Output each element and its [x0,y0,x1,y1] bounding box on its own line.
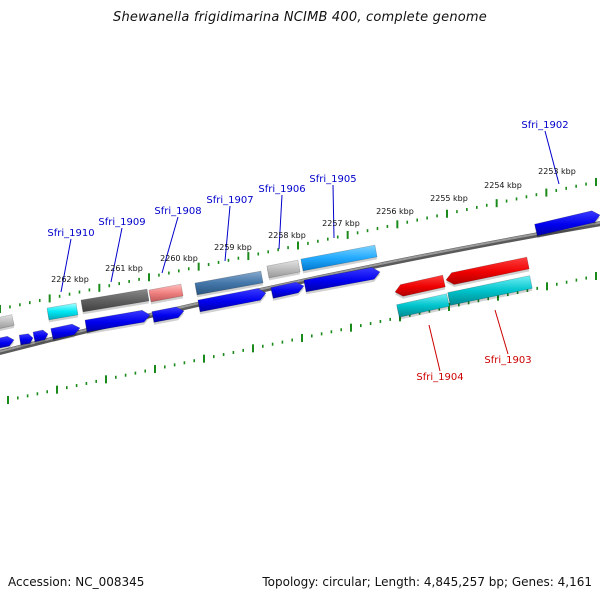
leader-line [278,194,283,250]
inner-scale-ticks [7,272,597,404]
scale-label-2258: 2258 kbp [268,231,306,240]
accession-text: Accession: NC_008345 [8,575,145,589]
scale-label-2256: 2256 kbp [376,207,414,216]
cds-forward[interactable] [50,323,81,340]
scale-label-2253: 2253 kbp [538,167,576,176]
gene-label-sfri-1909[interactable]: Sfri_1909 [98,217,145,228]
feature-sfri-1908[interactable] [148,283,184,303]
gene-label-sfri-1910[interactable]: Sfri_1910 [47,228,94,239]
feature-teal-1904[interactable] [396,293,450,318]
leader-line [224,205,231,262]
gene-label-sfri-1908[interactable]: Sfri_1908 [154,206,201,217]
feature-sfri-1909[interactable] [80,288,150,313]
feature-sfri-1906[interactable] [266,259,301,279]
cds-forward[interactable] [270,281,305,299]
cds-forward[interactable] [197,288,267,313]
leader-line [161,216,179,274]
leader-line [494,309,509,355]
cds-forward[interactable] [84,309,151,333]
genome-summary: Topology: circular; Length: 4,845,257 bp… [262,575,592,589]
scale-label-2254: 2254 kbp [484,181,522,190]
cds-forward[interactable] [151,306,185,323]
leader-line [110,227,123,283]
scale-label-2262: 2262 kbp [51,275,89,284]
cds-sfri-1902[interactable] [534,210,600,237]
leader-line [332,184,335,239]
feature-sfri-1910[interactable] [46,302,79,321]
outer-scale-ticks [0,178,597,313]
label-layer: 2262 kbp 2261 kbp 2260 kbp 2259 kbp 2258 kbp… [47,120,575,383]
scale-label-2261: 2261 kbp [105,264,143,273]
map-title: Shewanella frigidimarina NCIMB 400, comp… [113,10,487,25]
cds-forward[interactable] [18,333,34,346]
leader-line [428,324,441,372]
scale-label-2259: 2259 kbp [214,243,252,252]
cds-forward[interactable] [32,329,49,343]
leader-line [60,238,72,293]
scale-label-2260: 2260 kbp [160,254,198,263]
gene-features[interactable] [0,210,600,352]
gene-label-sfri-1902[interactable]: Sfri_1902 [521,120,568,131]
feature-sfri-1905[interactable] [300,244,378,272]
cds-forward[interactable] [0,335,15,349]
scale-label-2257: 2257 kbp [322,219,360,228]
feature-gray-partial[interactable] [0,314,15,330]
cds-sfri-1903[interactable] [445,256,530,285]
gene-label-sfri-1903[interactable]: Sfri_1903 [484,355,531,366]
gene-label-sfri-1905[interactable]: Sfri_1905 [309,174,356,185]
feature-teal-1903[interactable] [447,275,533,306]
cds-forward[interactable] [303,267,381,293]
cds-sfri-1904[interactable] [394,274,446,297]
leader-line [544,130,560,185]
feature-sfri-1907[interactable] [194,270,264,296]
gene-label-sfri-1907[interactable]: Sfri_1907 [206,195,253,206]
gene-label-sfri-1904[interactable]: Sfri_1904 [416,372,463,383]
gene-label-sfri-1906[interactable]: Sfri_1906 [258,184,305,195]
label-leader-lines [60,130,560,372]
scale-label-2255: 2255 kbp [430,194,468,203]
genome-backbone [0,221,600,356]
